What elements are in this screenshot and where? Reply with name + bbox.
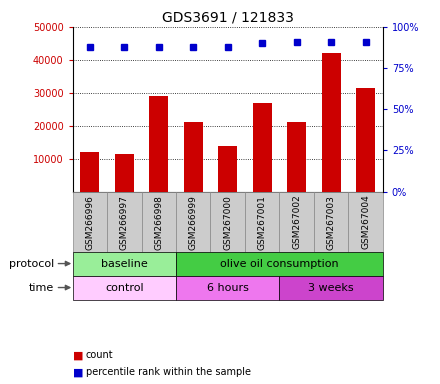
Bar	[322, 53, 341, 192]
Bar	[73, 252, 176, 276]
Text: GSM266997: GSM266997	[120, 195, 129, 250]
Text: GSM266998: GSM266998	[154, 195, 163, 250]
Bar	[176, 252, 383, 276]
Bar	[287, 122, 306, 192]
Title: GDS3691 / 121833: GDS3691 / 121833	[162, 10, 293, 24]
Text: GSM266996: GSM266996	[85, 195, 94, 250]
Bar	[348, 192, 383, 252]
Text: GSM267001: GSM267001	[258, 195, 267, 250]
Text: GSM267003: GSM267003	[326, 195, 336, 250]
Text: time: time	[29, 283, 54, 293]
Bar	[279, 276, 383, 300]
Text: percentile rank within the sample: percentile rank within the sample	[86, 367, 251, 377]
Text: count: count	[86, 350, 114, 360]
Text: ■: ■	[73, 367, 83, 377]
Bar	[245, 192, 279, 252]
Bar	[184, 122, 203, 192]
Text: GSM266999: GSM266999	[189, 195, 198, 250]
Text: protocol: protocol	[9, 258, 54, 268]
Text: olive oil consumption: olive oil consumption	[220, 258, 339, 268]
Bar	[115, 154, 134, 192]
Bar	[73, 276, 176, 300]
Bar	[218, 146, 237, 192]
Bar	[279, 192, 314, 252]
Text: GSM267000: GSM267000	[223, 195, 232, 250]
Bar	[81, 152, 99, 192]
Text: 6 hours: 6 hours	[207, 283, 249, 293]
Bar	[314, 192, 348, 252]
Text: baseline: baseline	[101, 258, 148, 268]
Bar	[107, 192, 142, 252]
Bar	[176, 276, 279, 300]
Bar	[176, 192, 210, 252]
Text: 3 weeks: 3 weeks	[308, 283, 354, 293]
Bar	[149, 96, 168, 192]
Bar	[253, 103, 271, 192]
Text: ■: ■	[73, 350, 83, 360]
Bar	[73, 192, 107, 252]
Text: GSM267002: GSM267002	[292, 195, 301, 250]
Bar	[210, 192, 245, 252]
Bar	[142, 192, 176, 252]
Bar	[356, 88, 375, 192]
Text: GSM267004: GSM267004	[361, 195, 370, 250]
Text: control: control	[105, 283, 143, 293]
